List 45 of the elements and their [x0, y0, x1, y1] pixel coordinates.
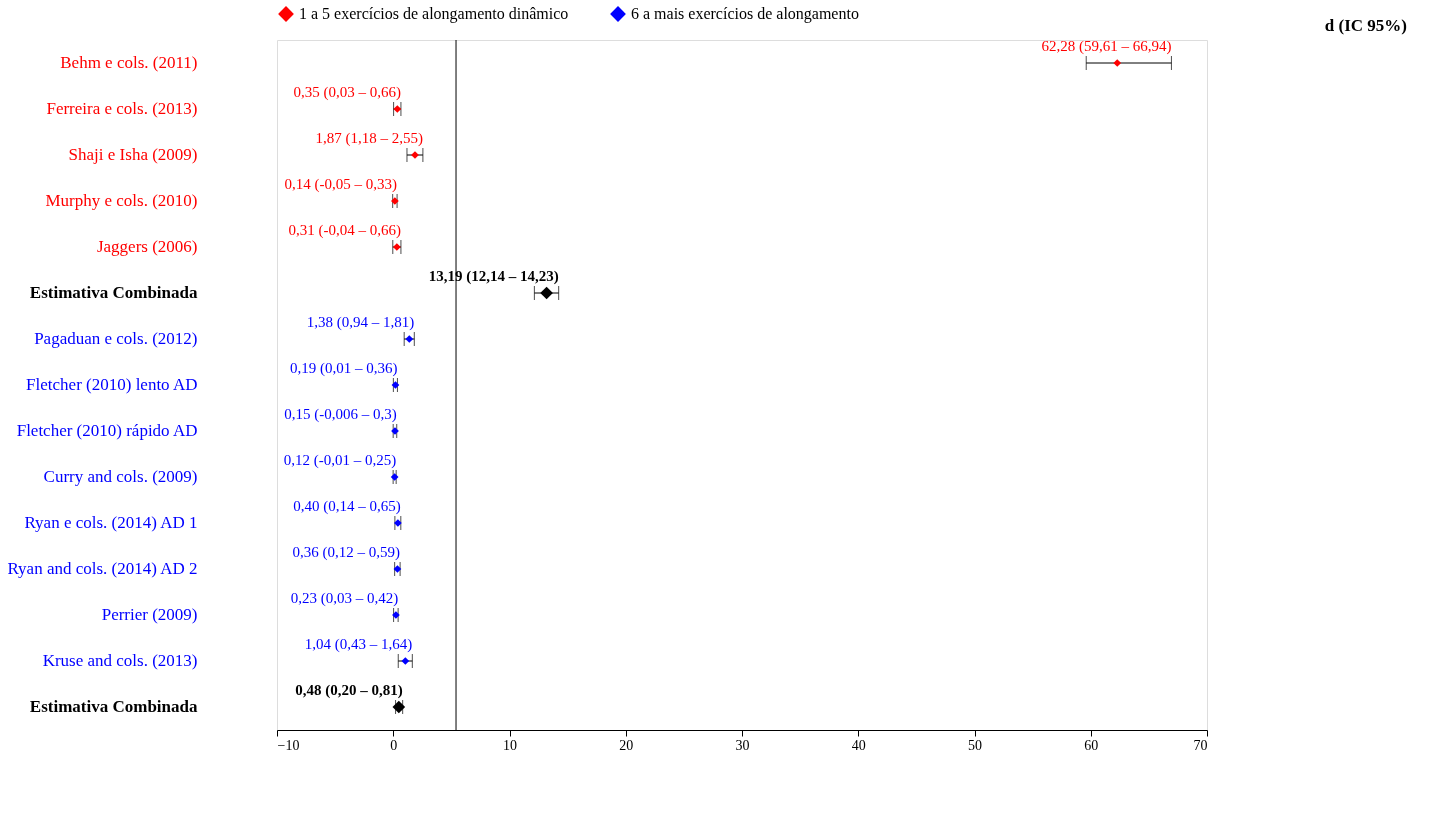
legend-label: 1 a 5 exercícios de alongamento dinâmico	[299, 5, 569, 23]
y-tick-label: Kruse and cols. (2013)	[42, 651, 198, 670]
y-tick-label: Behm e cols. (2011)	[60, 53, 198, 72]
y-tick-label: Ferreira e cols. (2013)	[46, 99, 198, 118]
data-label: 0,31 (-0,04 – 0,66)	[288, 222, 401, 239]
data-label: 1,87 (1,18 – 2,55)	[315, 130, 423, 147]
y-tick-label: Shaji e Isha (2009)	[68, 145, 198, 164]
data-label: 1,04 (0,43 – 1,64)	[304, 636, 413, 653]
point	[1113, 59, 1122, 67]
y-tick-label: Ryan e cols. (2014) AD 1	[24, 513, 198, 532]
data-label: 0,40 (0,14 – 0,65)	[293, 498, 401, 515]
x-tick-label: 70	[1193, 737, 1208, 753]
y-tick-label: Estimativa Combinada	[29, 697, 198, 716]
data-label: 0,12 (-0,01 – 0,25)	[283, 452, 397, 469]
y-tick-label: Fletcher (2010) lento AD	[26, 375, 198, 394]
y-tick-label: Perrier (2009)	[101, 605, 198, 624]
y-tick-label: Ryan and cols. (2014) AD 2	[7, 559, 198, 578]
x-tick-label: 20	[619, 737, 634, 753]
text: d (IC 95%)	[1324, 16, 1407, 35]
data-label: 0,15 (-0,006 – 0,3)	[284, 406, 397, 423]
y-tick-label: Pagaduan e cols. (2012)	[34, 329, 198, 348]
data-label: 0,36 (0,12 – 0,59)	[292, 544, 401, 561]
y-tick-label: Fletcher (2010) rápido AD	[16, 421, 198, 440]
x-tick-label: 30	[735, 737, 750, 753]
data-label: 1,38 (0,94 – 1,81)	[306, 314, 415, 331]
data-label: 0,48 (0,20 – 0,81)	[295, 682, 403, 699]
x-tick-label: −10	[277, 737, 300, 753]
point	[401, 657, 410, 665]
y-tick-label: Jaggers (2006)	[96, 237, 198, 256]
x-tick-label: 10	[503, 737, 517, 753]
data-label: 0,23 (0,03 – 0,42)	[290, 590, 399, 607]
point	[540, 286, 553, 300]
data-label: 0,14 (-0,05 – 0,33)	[284, 176, 398, 193]
y-tick-label: Curry and cols. (2009)	[43, 467, 198, 486]
x-tick-label: 40	[851, 737, 866, 753]
y-tick-label: Estimativa Combinada	[29, 283, 198, 302]
data-label: 0,35 (0,03 – 0,66)	[293, 84, 401, 101]
data-label: 0,19 (0,01 – 0,36)	[289, 360, 398, 377]
x-tick-label: 60	[1084, 737, 1099, 753]
x-tick-label: 50	[968, 737, 982, 753]
x-tick-label: 0	[390, 737, 398, 753]
data-label: 13,19 (12,14 – 14,23)	[428, 268, 559, 285]
data-label: 62,28 (59,61 – 66,94)	[1041, 38, 1172, 55]
y-tick-label: Murphy e cols. (2010)	[45, 191, 198, 210]
legend-label: 6 a mais exercícios de alongamento	[631, 5, 859, 23]
